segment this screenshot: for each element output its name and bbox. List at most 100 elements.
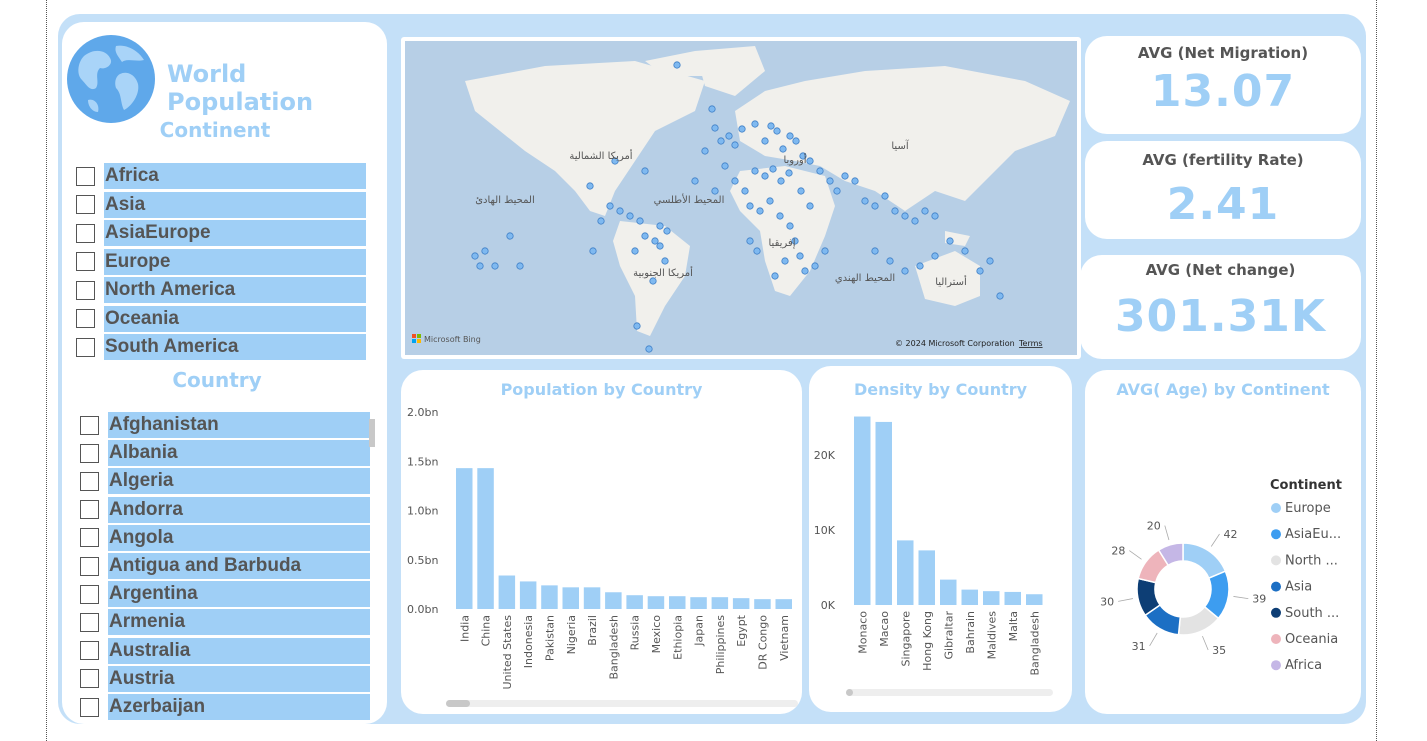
map-country-point[interactable]: [782, 258, 788, 264]
bar[interactable]: [626, 595, 643, 609]
country-item[interactable]: Algeria: [80, 468, 370, 494]
map-country-point[interactable]: [962, 248, 968, 254]
bar[interactable]: [520, 581, 537, 609]
map-country-point[interactable]: [752, 121, 758, 127]
continent-item[interactable]: Africa: [76, 163, 366, 189]
map-country-point[interactable]: [732, 142, 738, 148]
bar[interactable]: [733, 598, 750, 609]
bar[interactable]: [712, 597, 729, 609]
map-country-point[interactable]: [772, 273, 778, 279]
map-country-point[interactable]: [634, 323, 640, 329]
map-country-point[interactable]: [507, 233, 513, 239]
country-item[interactable]: Austria: [80, 666, 370, 692]
map-country-point[interactable]: [902, 213, 908, 219]
continent-item[interactable]: Oceania: [76, 306, 366, 332]
continent-checkbox[interactable]: [76, 338, 95, 357]
country-checkbox[interactable]: [80, 613, 99, 632]
map-country-point[interactable]: [787, 133, 793, 139]
map-country-point[interactable]: [517, 263, 523, 269]
map-country-point[interactable]: [754, 248, 760, 254]
map-country-point[interactable]: [977, 268, 983, 274]
map-country-point[interactable]: [817, 168, 823, 174]
bar[interactable]: [669, 596, 686, 609]
map-canvas[interactable]: أمريكا الشماليةالمحيط الهادئ المحيط الأطل…: [405, 41, 1077, 355]
bar[interactable]: [648, 596, 665, 609]
map-country-point[interactable]: [722, 163, 728, 169]
map-country-point[interactable]: [664, 228, 670, 234]
map-country-point[interactable]: [822, 248, 828, 254]
map-country-point[interactable]: [718, 138, 724, 144]
map-country-point[interactable]: [802, 268, 808, 274]
country-checkbox[interactable]: [80, 557, 99, 576]
country-item[interactable]: Angola: [80, 525, 370, 551]
density-chart-scrollbar[interactable]: [846, 689, 1053, 696]
population-chart-scroll-thumb[interactable]: [446, 700, 470, 707]
map-country-point[interactable]: [617, 208, 623, 214]
map-country-point[interactable]: [827, 178, 833, 184]
map-country-point[interactable]: [793, 138, 799, 144]
continent-checkbox[interactable]: [76, 252, 95, 271]
map-country-point[interactable]: [646, 346, 652, 352]
map-country-point[interactable]: [767, 198, 773, 204]
continent-checkbox[interactable]: [76, 281, 95, 300]
map-country-point[interactable]: [887, 258, 893, 264]
legend-item[interactable]: Africa: [1285, 658, 1322, 673]
bar[interactable]: [854, 417, 871, 605]
country-item[interactable]: Afghanistan: [80, 412, 370, 438]
bar[interactable]: [897, 540, 914, 605]
map-country-point[interactable]: [607, 203, 613, 209]
map-country-point[interactable]: [732, 178, 738, 184]
map-country-point[interactable]: [674, 62, 680, 68]
map-country-point[interactable]: [798, 188, 804, 194]
map-country-point[interactable]: [632, 248, 638, 254]
map-country-point[interactable]: [762, 138, 768, 144]
map-country-point[interactable]: [492, 263, 498, 269]
map-country-point[interactable]: [912, 218, 918, 224]
continent-checkbox[interactable]: [76, 167, 95, 186]
map-country-point[interactable]: [742, 188, 748, 194]
population-chart-scrollbar[interactable]: [446, 700, 798, 707]
country-item[interactable]: Antigua and Barbuda: [80, 553, 370, 579]
map-country-point[interactable]: [872, 248, 878, 254]
map-country-point[interactable]: [774, 128, 780, 134]
population-chart[interactable]: 0.0bn0.5bn1.0bn1.5bn2.0bnIndia China Unite…: [401, 394, 802, 714]
map-country-point[interactable]: [770, 166, 776, 172]
map-country-point[interactable]: [902, 268, 908, 274]
bar[interactable]: [456, 468, 473, 609]
country-checkbox[interactable]: [80, 585, 99, 604]
map-country-point[interactable]: [932, 213, 938, 219]
continent-item[interactable]: North America: [76, 277, 366, 303]
map-country-point[interactable]: [997, 293, 1003, 299]
map-country-point[interactable]: [598, 218, 604, 224]
map-country-point[interactable]: [987, 258, 993, 264]
legend-item[interactable]: South ...: [1285, 606, 1339, 621]
map-country-point[interactable]: [947, 238, 953, 244]
map-country-point[interactable]: [726, 133, 732, 139]
country-checkbox[interactable]: [80, 444, 99, 463]
bar[interactable]: [1005, 592, 1022, 605]
map-country-point[interactable]: [702, 148, 708, 154]
map-country-point[interactable]: [712, 125, 718, 131]
map-country-point[interactable]: [917, 263, 923, 269]
bar[interactable]: [1026, 594, 1043, 605]
country-slicer-scrollbar[interactable]: [369, 419, 375, 447]
continent-checkbox[interactable]: [76, 309, 95, 328]
world-map[interactable]: أمريكا الشمالية المحيط الهادئ المحيط الأطل…: [401, 37, 1081, 359]
country-checkbox[interactable]: [80, 698, 99, 717]
bar[interactable]: [477, 468, 494, 609]
continent-item[interactable]: Europe: [76, 249, 366, 275]
map-country-point[interactable]: [627, 213, 633, 219]
map-country-point[interactable]: [778, 178, 784, 184]
map-country-point[interactable]: [786, 170, 792, 176]
map-country-point[interactable]: [692, 178, 698, 184]
map-country-point[interactable]: [657, 243, 663, 249]
map-country-point[interactable]: [637, 218, 643, 224]
legend-item[interactable]: Europe: [1285, 501, 1331, 516]
map-country-point[interactable]: [777, 213, 783, 219]
bar[interactable]: [940, 580, 957, 605]
map-country-point[interactable]: [768, 123, 774, 129]
bar[interactable]: [962, 590, 979, 605]
map-country-point[interactable]: [922, 208, 928, 214]
map-country-point[interactable]: [657, 223, 663, 229]
map-country-point[interactable]: [752, 168, 758, 174]
